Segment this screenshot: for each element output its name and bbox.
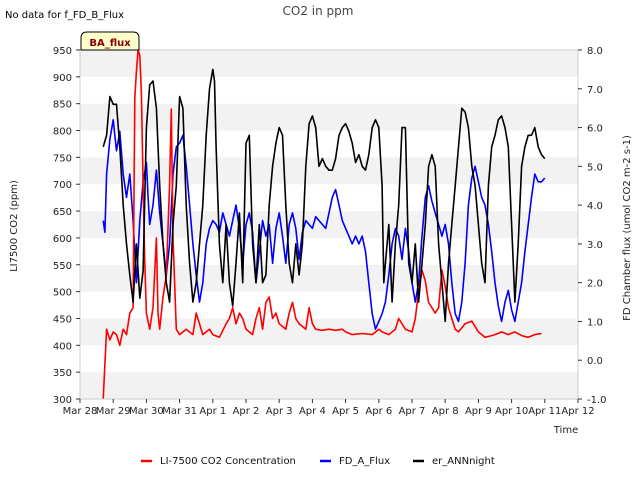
- y-tick-label-left: 750: [53, 153, 72, 164]
- legend-entry: LI-7500 CO2 Concentration: [160, 456, 296, 467]
- badge: BA_flux: [80, 31, 140, 51]
- x-tick-label: Apr 1: [199, 406, 226, 417]
- y-tick-label-right: 0.0: [587, 356, 603, 367]
- x-axis-title: Time: [553, 425, 578, 436]
- y-tick-label-right: 7.0: [587, 85, 603, 96]
- y-tick-label-right: -1.0: [587, 395, 607, 406]
- grid-band: [80, 103, 578, 131]
- x-tick-label: Apr 9: [465, 406, 492, 417]
- x-tick-label: Mar 29: [96, 406, 131, 417]
- series-line-fd-a-flux: [102, 119, 546, 330]
- y-axis-left: 300 350 400 450 500 550 600 650 700 750 800 850 900 9…: [53, 46, 80, 406]
- grid-band: [80, 76, 578, 104]
- grid-bands: [80, 50, 578, 399]
- y-tick-label-left: 900: [53, 73, 72, 84]
- y-tick-label-left: 950: [53, 46, 72, 57]
- y-tick-label-left: 500: [53, 288, 72, 299]
- grid-band: [80, 318, 578, 346]
- grid-band: [80, 130, 578, 158]
- y-tick-label-right: 1.0: [587, 317, 603, 328]
- x-tick-label: Apr 10: [495, 406, 528, 417]
- y-tick-label-right: 2.0: [587, 279, 603, 290]
- series-line-er-annnight: [102, 68, 546, 323]
- y-tick-label-left: 600: [53, 234, 72, 245]
- grid-band: [80, 372, 578, 399]
- grid-band: [80, 345, 578, 373]
- chart-title: CO2 in ppm: [283, 4, 354, 18]
- x-tick-label: Apr 4: [299, 406, 326, 417]
- y-tick-label-left: 350: [53, 368, 72, 379]
- y-tick-label-left: 550: [53, 261, 72, 272]
- x-tick-label: Apr 6: [365, 406, 392, 417]
- x-tick-label: Mar 28: [63, 406, 98, 417]
- x-tick-label: Mar 30: [129, 406, 164, 417]
- y-axis-right: -1.0 0.0 1.0 2.0 3.0 4.0 5.0 6.0 7.0 8.0: [578, 46, 607, 406]
- legend-entry: er_ANNnight: [432, 456, 495, 467]
- x-tick-label: Mar 31: [162, 406, 197, 417]
- legend: LI-7500 CO2 Concentration FD_A_Flux er_ANN…: [141, 456, 495, 467]
- badge-label: BA_flux: [89, 38, 131, 49]
- y-tick-label-left: 300: [53, 395, 72, 406]
- x-tick-label: Apr 8: [432, 406, 459, 417]
- y-tick-label-left: 450: [53, 314, 72, 325]
- x-tick-label: Apr 7: [399, 406, 426, 417]
- x-tick-label: Apr 12: [561, 406, 594, 417]
- y-tick-label-left: 400: [53, 341, 72, 352]
- y-tick-label-left: 700: [53, 180, 72, 191]
- x-tick-label: Apr 2: [233, 406, 260, 417]
- y-tick-label-right: 6.0: [587, 124, 603, 135]
- y-tick-label-right: 8.0: [587, 46, 603, 57]
- y-tick-label-left: 800: [53, 127, 72, 138]
- y-tick-label-right: 3.0: [587, 240, 603, 251]
- grid-band: [80, 184, 578, 212]
- y-tick-label-right: 5.0: [587, 162, 603, 173]
- x-tick-label: Apr 3: [266, 406, 293, 417]
- y-tick-label-left: 850: [53, 100, 72, 111]
- y-axis-title-right: FD Chamber flux (umol CO2 m-2 s-1): [622, 135, 633, 321]
- series-line-li-7500-co2-concentration: [102, 49, 542, 400]
- grid-band: [80, 50, 578, 77]
- series-layer: [102, 49, 546, 400]
- y-tick-label-right: 4.0: [587, 201, 603, 212]
- y-tick-label-left: 650: [53, 207, 72, 218]
- x-tick-label: Apr 11: [528, 406, 561, 417]
- x-tick-label: Apr 5: [332, 406, 359, 417]
- no-data-note: No data for f_FD_B_Flux: [5, 10, 124, 21]
- y-axis-title-left: LI7500 CO2 (ppm): [9, 180, 20, 272]
- legend-entry: FD_A_Flux: [339, 456, 390, 467]
- plot-frame: [79, 49, 579, 400]
